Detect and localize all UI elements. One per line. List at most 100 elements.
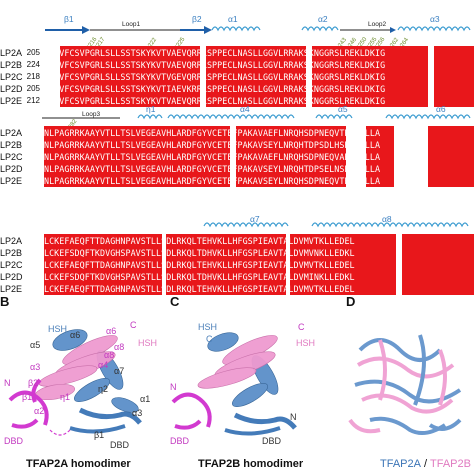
- conserved-block: [434, 46, 474, 107]
- sequence-name: LP2B: [0, 60, 23, 70]
- sequence-name: LP2C: [0, 72, 23, 82]
- label-a8: α8: [114, 342, 125, 352]
- label-n1: η1: [60, 392, 71, 402]
- label-n: N: [290, 412, 297, 422]
- label-dbd: DBD: [4, 436, 24, 446]
- ss-label-b2: β2: [192, 14, 202, 24]
- conserved-block: [312, 46, 428, 107]
- sequence-start: 205: [26, 48, 40, 57]
- ss-label-n1: η1: [146, 104, 156, 114]
- ss-track-block1: [45, 26, 471, 34]
- label-dbd: DBD: [262, 436, 282, 446]
- panel-caption-tfap2b: TFAP2B: [430, 458, 471, 470]
- label-a3: α3: [132, 408, 143, 418]
- panel-letter: D: [346, 294, 356, 309]
- sequence-name: LP2A: [0, 48, 23, 58]
- ss-track-block2: [42, 114, 471, 120]
- sequence-text: LCKEFAEQFTTDAGHNPAVSTLLSDLRKQLTEHVKLLHFG…: [44, 260, 355, 270]
- sequence-text: NLPAGRRKAAYVTLLTSLVEGEAVHLARDFGYVCETEFPA…: [44, 140, 381, 150]
- sequence-name: LP2D: [0, 164, 23, 174]
- label-a6: α6: [106, 326, 117, 336]
- panel-caption: TFAP2B homodimer: [198, 458, 304, 470]
- label-a3: α3: [30, 362, 41, 372]
- sequence-text: FTEVFCSVPGRLSLLSSTSKYKVTVGEVQRRLSPPECLNA…: [44, 72, 386, 82]
- conserved-block: [236, 126, 346, 187]
- panel-caption: TFAP2A homodimer: [26, 458, 131, 470]
- sequence-name: LP2B: [0, 248, 23, 258]
- ss-label-a4: α4: [240, 104, 250, 114]
- ss-label-a5: α5: [338, 104, 348, 114]
- sequence-start: 212: [26, 96, 40, 105]
- sequence-text: NLPAGRRKAAYVTLLTSLVEGEAVHLARDFGYVCETEFPA…: [44, 164, 381, 174]
- sequence-text: FTEVFCSVPGRLSLLSSTSKYKVTVAEVQRRLSPPECLNA…: [44, 60, 386, 70]
- sequence-name: LP2E: [0, 96, 23, 106]
- sequence-text: NLPAGRRKAAYVTLLTSLVEGEAVHLARDFGYVCETEFPA…: [44, 152, 381, 162]
- overlay-structure: [348, 334, 462, 436]
- panel-caption-separator: /: [424, 458, 428, 470]
- conserved-block: [428, 126, 474, 187]
- sequence-text: FNEVFCSVPGRLSLLSSTSKYKVTVAEVQRRLSPPECLNA…: [44, 48, 386, 58]
- sequence-start: 224: [26, 60, 40, 69]
- sequence-text: FTEVFCSVPGRLSLLSSTSKYKVTVAEVQRRLSPPECLNA…: [44, 96, 386, 106]
- label-a4: α4: [98, 360, 109, 370]
- ss-label-a7: α7: [250, 214, 260, 224]
- label-c: C: [206, 334, 213, 344]
- sequence-text: LCKEFSDQFTKDVGHSPAVSTLLSDLRKQLTDHVKLLHFG…: [44, 272, 355, 282]
- label-a8: α8: [104, 350, 115, 360]
- sequence-name: LP2E: [0, 284, 23, 294]
- conserved-block: [166, 234, 286, 295]
- ss-label-a6: α6: [436, 104, 446, 114]
- ss-label-loop1: Loop1: [122, 21, 141, 28]
- conserved-block: [206, 46, 306, 107]
- ss-label-a2: α2: [318, 14, 328, 24]
- sequence-name: LP2A: [0, 128, 23, 138]
- label-a2: α2: [34, 406, 45, 416]
- label-b1: β1: [22, 392, 33, 402]
- sequence-name: LP2C: [0, 260, 23, 270]
- panel-caption-tfap2a: TFAP2A: [380, 458, 421, 470]
- tfap2a-homodimer-structure: [8, 329, 142, 436]
- ss-label-loop3: Loop3: [82, 111, 101, 118]
- label-b2: β2: [28, 378, 39, 388]
- sequence-name: LP2A: [0, 236, 23, 246]
- ss-label-loop2: Loop2: [368, 21, 387, 28]
- label-n2: η2: [98, 384, 109, 394]
- label-c: C: [298, 322, 305, 332]
- sequence-text: LCKEFSDQFTKDVGHSPAVSTLLSDLRKQLTDHVKLLHFG…: [44, 248, 355, 258]
- conserved-block: [366, 126, 394, 187]
- sequence-start: 218: [26, 72, 40, 81]
- label-hsh: HSH: [198, 322, 218, 332]
- ss-label-b1: β1: [64, 14, 74, 24]
- ss-track-block3: [203, 222, 469, 228]
- label-hsh: HSH: [138, 338, 158, 348]
- label-c: C: [130, 320, 137, 330]
- sequence-name: LP2D: [0, 272, 23, 282]
- sequence-name: LP2D: [0, 84, 23, 94]
- ss-label-a8: α8: [382, 214, 392, 224]
- sequence-text: NLPAGRRKAAYVTLLTSLVEGEAVHLARDFGYVCETEFPA…: [44, 128, 381, 138]
- conserved-block: [60, 46, 200, 107]
- label-a5: α5: [30, 340, 41, 350]
- label-b1: β1: [94, 430, 105, 440]
- tfap2b-homodimer-structure: [171, 332, 297, 436]
- label-a7: α7: [114, 366, 125, 376]
- sequence-name: LP2B: [0, 140, 23, 150]
- sequence-text: FTEVFCSVPGRLSLLSSTSKYKVTIAEVKRRLSPPECLNA…: [44, 84, 386, 94]
- panel-letter: B: [0, 294, 10, 309]
- sequence-name: LP2E: [0, 176, 23, 186]
- label-dbd: DBD: [110, 440, 130, 450]
- ss-label-a1: α1: [228, 14, 238, 24]
- ss-label-a3: α3: [430, 14, 440, 24]
- label-a1: α1: [140, 394, 151, 404]
- label-n: N: [170, 382, 177, 392]
- label-hsh: HSH: [296, 338, 316, 348]
- sequence-start: 205: [26, 84, 40, 93]
- label-n: N: [4, 378, 11, 388]
- sequence-text: LCKEFAEQFTTDAGHNPAVSTLLSDLRKQLTEHVKLLHFG…: [44, 236, 355, 246]
- conserved-block: [290, 234, 396, 295]
- sequence-text: NLPAGRRKAAYVTLLTSLVEGEAVHLARDFGYVCETEFPA…: [44, 176, 381, 186]
- label-hsh: HSH: [48, 324, 68, 334]
- label-dbd: DBD: [170, 436, 190, 446]
- panel-letter: C: [170, 294, 180, 309]
- sequence-text: LCKEFAEQFTTDAGHNPAVSTLLSDLRKQLTEHVKLLHFG…: [44, 284, 355, 294]
